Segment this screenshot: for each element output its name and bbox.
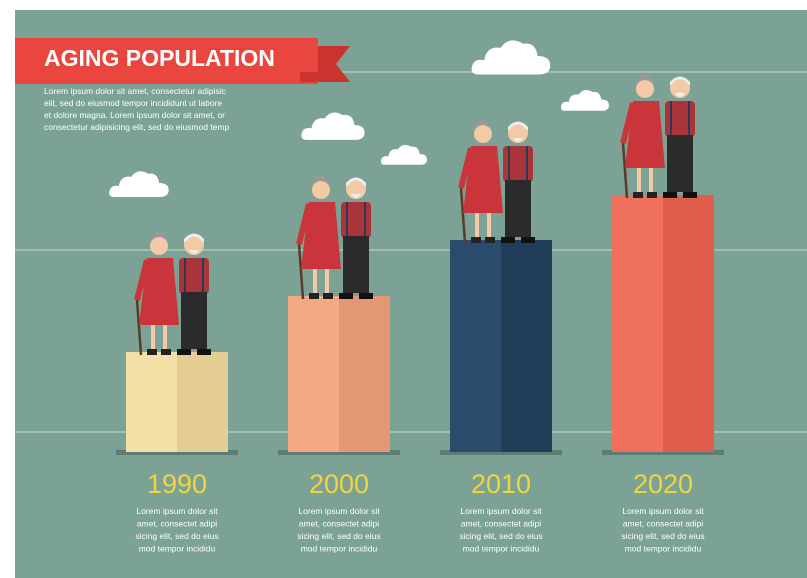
- column-text: Lorem ipsum dolor sit: [298, 506, 380, 516]
- intro-line: consectetur adipisicing elit, sed do eiu…: [44, 122, 229, 132]
- column-text: mod tempor incididu: [139, 544, 216, 554]
- column-text: mod tempor incididu: [301, 544, 378, 554]
- column-text: sicing elit, sed do eius: [297, 531, 380, 541]
- year: 2000: [309, 469, 369, 499]
- bar: [126, 352, 177, 452]
- column-text: mod tempor incididu: [625, 544, 702, 554]
- bar: [288, 296, 339, 452]
- year: 2010: [471, 469, 531, 499]
- bar-side: [501, 240, 552, 452]
- column-text: Lorem ipsum dolor sit: [622, 506, 704, 516]
- year: 1990: [147, 469, 207, 499]
- column-text: amet, consectet adipi: [623, 519, 703, 529]
- column-text: sicing elit, sed do eius: [135, 531, 218, 541]
- bar-side: [663, 195, 714, 452]
- column-text: sicing elit, sed do eius: [621, 531, 704, 541]
- column-text: amet, consectet adipi: [137, 519, 217, 529]
- intro-line: et dolore magna. Lorem ipsum dolor sit a…: [44, 110, 225, 120]
- bar-side: [339, 296, 390, 452]
- intro-line: elit, sed do eiusmod tempor incididunt u…: [44, 98, 222, 108]
- bar: [612, 195, 663, 452]
- column-text: Lorem ipsum dolor sit: [136, 506, 218, 516]
- bar: [450, 240, 501, 452]
- title: AGING POPULATION: [44, 45, 275, 71]
- column-text: mod tempor incididu: [463, 544, 540, 554]
- bar-side: [177, 352, 228, 452]
- column-text: amet, consectet adipi: [461, 519, 541, 529]
- column-text: Lorem ipsum dolor sit: [460, 506, 542, 516]
- column-text: sicing elit, sed do eius: [459, 531, 542, 541]
- infographic: AGING POPULATION Lorem ipsum dolor sit a…: [0, 0, 807, 578]
- intro-line: Lorem ipsum dolor sit amet, consectetur …: [44, 86, 227, 96]
- column-text: amet, consectet adipi: [299, 519, 379, 529]
- year: 2020: [633, 469, 693, 499]
